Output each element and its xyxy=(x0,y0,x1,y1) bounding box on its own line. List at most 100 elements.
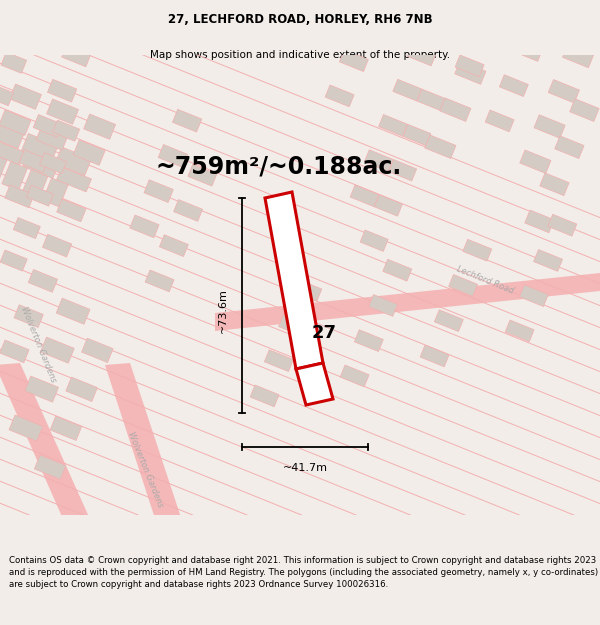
Polygon shape xyxy=(505,320,534,342)
Polygon shape xyxy=(562,44,593,68)
Polygon shape xyxy=(55,147,91,176)
Polygon shape xyxy=(28,269,58,292)
Polygon shape xyxy=(296,363,333,405)
Polygon shape xyxy=(533,249,563,271)
Polygon shape xyxy=(34,455,66,479)
Polygon shape xyxy=(389,159,416,181)
Polygon shape xyxy=(160,235,188,256)
Polygon shape xyxy=(455,55,484,77)
Polygon shape xyxy=(0,250,27,271)
Polygon shape xyxy=(66,377,97,401)
Polygon shape xyxy=(393,79,422,101)
Polygon shape xyxy=(548,79,580,103)
Polygon shape xyxy=(265,192,323,369)
Polygon shape xyxy=(56,199,86,222)
Polygon shape xyxy=(417,89,445,111)
Polygon shape xyxy=(434,310,463,331)
Polygon shape xyxy=(158,144,188,168)
Text: ~41.7m: ~41.7m xyxy=(283,463,328,473)
Polygon shape xyxy=(130,215,159,238)
Polygon shape xyxy=(47,99,79,124)
Polygon shape xyxy=(355,330,383,351)
Polygon shape xyxy=(374,195,403,216)
Polygon shape xyxy=(534,115,565,138)
Polygon shape xyxy=(43,234,72,257)
Polygon shape xyxy=(485,110,514,132)
Polygon shape xyxy=(548,214,577,236)
Polygon shape xyxy=(23,154,58,179)
Polygon shape xyxy=(22,170,48,199)
Polygon shape xyxy=(82,338,113,362)
Polygon shape xyxy=(340,50,368,71)
Polygon shape xyxy=(25,376,59,402)
Polygon shape xyxy=(368,0,397,1)
Polygon shape xyxy=(33,114,62,138)
Polygon shape xyxy=(105,363,200,580)
Polygon shape xyxy=(528,4,557,26)
Polygon shape xyxy=(325,85,354,107)
Polygon shape xyxy=(350,185,379,207)
Polygon shape xyxy=(2,161,28,191)
Polygon shape xyxy=(13,217,40,239)
Polygon shape xyxy=(0,140,25,165)
Polygon shape xyxy=(250,385,279,407)
Polygon shape xyxy=(0,153,7,182)
Polygon shape xyxy=(0,120,25,149)
Polygon shape xyxy=(173,199,203,221)
Polygon shape xyxy=(470,24,501,48)
Text: Contains OS data © Crown copyright and database right 2021. This information is : Contains OS data © Crown copyright and d… xyxy=(9,556,598,589)
Text: ~73.6m: ~73.6m xyxy=(218,288,228,333)
Polygon shape xyxy=(83,114,116,139)
Polygon shape xyxy=(407,44,436,66)
Polygon shape xyxy=(484,0,512,6)
Polygon shape xyxy=(340,365,369,387)
Polygon shape xyxy=(265,350,293,371)
Polygon shape xyxy=(440,98,471,121)
Text: ~759m²/~0.188ac.: ~759m²/~0.188ac. xyxy=(155,154,401,178)
Polygon shape xyxy=(19,150,49,173)
Polygon shape xyxy=(50,416,82,441)
Text: Lechford Road: Lechford Road xyxy=(455,264,515,296)
Polygon shape xyxy=(10,84,41,109)
Polygon shape xyxy=(43,178,68,207)
Polygon shape xyxy=(455,61,486,84)
Polygon shape xyxy=(469,20,499,41)
Polygon shape xyxy=(0,340,29,362)
Polygon shape xyxy=(76,9,105,31)
Polygon shape xyxy=(499,75,529,96)
Polygon shape xyxy=(73,140,105,165)
Text: 27: 27 xyxy=(312,324,337,342)
Polygon shape xyxy=(0,84,14,106)
Polygon shape xyxy=(144,180,173,203)
Polygon shape xyxy=(14,19,40,41)
Polygon shape xyxy=(449,274,478,296)
Polygon shape xyxy=(36,125,68,150)
Polygon shape xyxy=(172,109,202,132)
Polygon shape xyxy=(9,415,43,441)
Polygon shape xyxy=(540,173,569,196)
Polygon shape xyxy=(514,39,542,61)
Polygon shape xyxy=(353,14,383,36)
Polygon shape xyxy=(293,279,322,301)
Polygon shape xyxy=(525,210,554,232)
Polygon shape xyxy=(40,152,67,174)
Polygon shape xyxy=(1,52,26,73)
Polygon shape xyxy=(520,150,551,174)
Polygon shape xyxy=(555,136,584,159)
Polygon shape xyxy=(40,337,74,363)
Polygon shape xyxy=(56,167,91,192)
Polygon shape xyxy=(403,124,431,146)
Polygon shape xyxy=(368,294,398,316)
Polygon shape xyxy=(520,285,548,306)
Polygon shape xyxy=(145,270,174,292)
Polygon shape xyxy=(5,185,34,208)
Text: Wolverton Gardens: Wolverton Gardens xyxy=(125,431,164,509)
Polygon shape xyxy=(463,239,492,261)
Polygon shape xyxy=(14,305,43,328)
Polygon shape xyxy=(278,314,308,336)
Polygon shape xyxy=(47,79,77,102)
Polygon shape xyxy=(0,110,31,136)
Polygon shape xyxy=(425,135,456,159)
Polygon shape xyxy=(56,298,90,324)
Polygon shape xyxy=(570,99,599,121)
